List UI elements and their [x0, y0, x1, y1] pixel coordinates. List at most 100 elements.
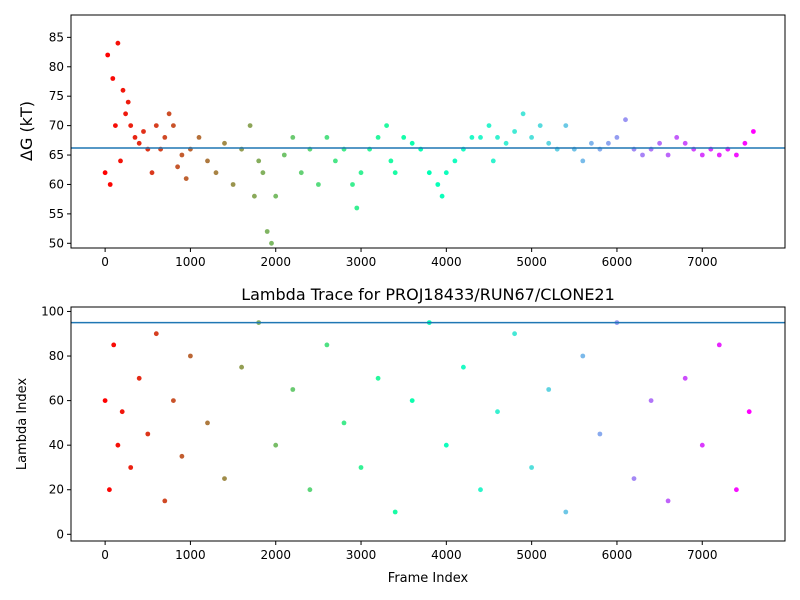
lambda-point	[443, 442, 449, 448]
delta-g-point	[179, 152, 185, 158]
delta-g-point	[657, 140, 662, 146]
x-tick-label: 3000	[346, 548, 377, 562]
y-tick-label: 20	[49, 483, 64, 497]
delta-g-point	[256, 158, 262, 164]
y-tick-label: 50	[49, 236, 64, 250]
lambda-point	[682, 375, 688, 381]
delta-g-point	[125, 99, 131, 105]
delta-g-point	[699, 152, 705, 158]
delta-g-point	[439, 193, 445, 199]
lambda-point	[171, 398, 176, 403]
delta-g-point	[520, 111, 526, 117]
lambda-point	[580, 353, 586, 359]
delta-g-point	[435, 182, 441, 187]
delta-g-point	[546, 140, 552, 146]
x-tick-label: 0	[101, 548, 109, 562]
lambda-point	[128, 465, 134, 470]
x-tick-label: 5000	[516, 255, 547, 269]
delta-g-point	[734, 152, 739, 158]
y-tick-label: 70	[49, 119, 64, 133]
y-tick-label: 60	[49, 394, 64, 408]
lambda-point	[341, 420, 347, 426]
delta-g-point	[503, 140, 509, 146]
lambda-points	[102, 320, 752, 515]
y-tick-label: 60	[49, 177, 64, 191]
x-tick-label: 4000	[431, 548, 462, 562]
delta-g-point	[205, 158, 210, 164]
x-tick-label: 5000	[516, 548, 547, 562]
y-tick-label: 80	[49, 60, 64, 74]
delta-g-point	[443, 170, 449, 176]
delta-g-point	[529, 135, 534, 140]
delta-g-point	[281, 152, 287, 158]
delta-g-point	[132, 135, 138, 140]
y-tick-label: 75	[49, 89, 64, 103]
lambda-point	[162, 498, 168, 504]
delta-g-point	[580, 158, 586, 164]
delta-g-point	[102, 170, 108, 176]
delta-g-point	[175, 164, 181, 170]
lambda-point	[179, 453, 185, 459]
delta-g-point	[409, 140, 415, 146]
delta-g-point	[537, 123, 543, 128]
delta-g-point	[716, 152, 722, 158]
lambda-point	[478, 487, 483, 493]
delta-g-point	[674, 135, 680, 140]
lambda-point	[648, 398, 654, 403]
lambda-point	[307, 487, 313, 493]
delta-g-point	[252, 193, 257, 199]
lambda-chart-title: Lambda Trace for PROJ18433/RUN67/CLONE21	[241, 285, 615, 304]
delta-g-point	[113, 123, 118, 128]
lambda-point	[239, 364, 245, 370]
x-tick-label: 7000	[687, 548, 718, 562]
delta-g-point	[388, 158, 394, 164]
lambda-x-ticks: 0 1000 2000 3000 4000 5000 6000 7000	[101, 541, 718, 562]
y-tick-label: 85	[49, 30, 64, 44]
delta-g-point	[358, 170, 364, 176]
x-tick-label: 7000	[687, 255, 718, 269]
x-tick-label: 6000	[602, 548, 633, 562]
y-tick-label: 0	[56, 527, 64, 541]
delta-g-point	[495, 135, 500, 140]
x-tick-label: 0	[101, 255, 109, 269]
delta-g-point	[682, 140, 688, 146]
y-tick-label: 40	[49, 438, 64, 452]
lambda-point	[153, 331, 159, 337]
lambda-point	[107, 487, 112, 493]
lambda-point	[375, 375, 381, 381]
delta-g-point	[324, 135, 330, 140]
delta-g-point	[230, 182, 236, 187]
delta-g-point	[247, 123, 253, 128]
lambda-point	[119, 409, 125, 415]
x-tick-label: 2000	[260, 255, 291, 269]
lambda-point	[102, 398, 108, 403]
lambda-point	[324, 342, 330, 348]
lambda-point	[145, 431, 151, 437]
delta-g-point	[640, 152, 645, 158]
delta-g-point	[469, 135, 475, 140]
lambda-y-axis-label: Lambda Index	[15, 378, 30, 471]
delta-g-point	[115, 40, 121, 46]
delta-g-point	[742, 140, 748, 146]
lambda-point	[273, 442, 279, 448]
delta-g-point	[563, 123, 569, 128]
y-tick-label: 65	[49, 148, 64, 162]
delta-g-point	[316, 182, 321, 187]
lambda-point	[461, 364, 466, 370]
lambda-x-axis-label: Frame Index	[388, 571, 469, 586]
delta-g-point	[751, 129, 756, 134]
lambda-point	[115, 442, 121, 448]
delta-g-points	[102, 40, 756, 246]
lambda-point	[111, 342, 117, 348]
lambda-point	[290, 387, 296, 392]
delta-g-point	[298, 170, 304, 176]
delta-g-panel: 0 1000 2000 3000 4000 5000 6000 7000 50 55 60 65 70…	[17, 14, 786, 269]
delta-g-point	[269, 240, 274, 246]
delta-g-point	[120, 87, 126, 93]
delta-g-point	[333, 158, 338, 164]
delta-g-point	[123, 111, 128, 117]
lambda-point	[665, 498, 671, 504]
delta-g-point	[107, 182, 113, 187]
delta-g-point	[452, 158, 458, 164]
